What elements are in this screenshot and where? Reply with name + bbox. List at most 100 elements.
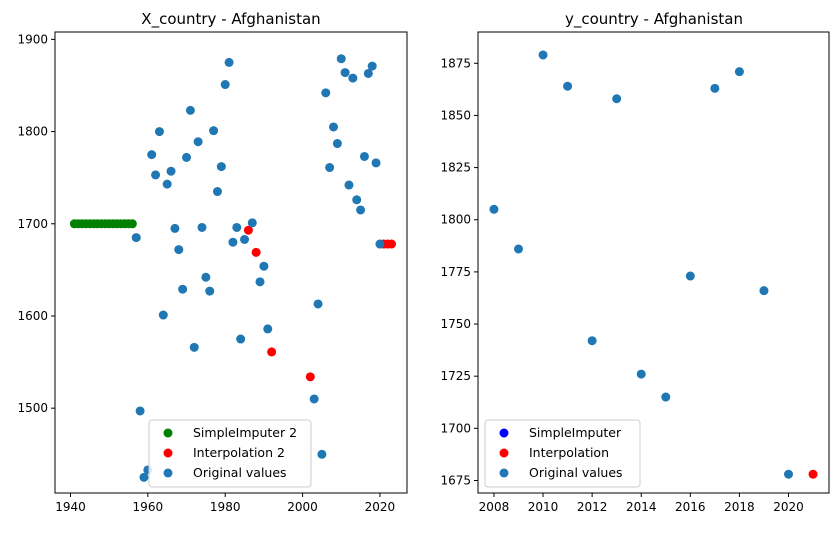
point-original-values: [232, 222, 242, 232]
x-axis: 1940 1960 1980 2000 2020: [55, 493, 395, 514]
y-tick-label: 1900: [17, 32, 48, 46]
y-tick-label: 1725: [440, 369, 471, 383]
legend-box: [484, 419, 641, 488]
point-original-values: [209, 126, 219, 136]
point-original-values: [636, 369, 646, 379]
point-original-values: [182, 152, 192, 162]
legend-label-original-values: Original values: [529, 465, 623, 480]
point-original-values: [321, 88, 331, 98]
point-original-values: [240, 234, 250, 244]
y-axis: 1500 1600 1700 1800 1900: [17, 32, 55, 415]
point-interpolation-2: [243, 225, 253, 235]
point-original-values: [538, 50, 548, 60]
y-tick-label: 1800: [17, 125, 48, 139]
point-original-values: [759, 286, 769, 296]
chart-title: y_country - Afghanistan: [565, 10, 743, 29]
point-original-values: [166, 166, 176, 176]
point-original-values: [154, 127, 164, 137]
legend-label-original-values: Original values: [193, 465, 287, 480]
point-original-values: [325, 163, 335, 173]
point-interpolation-2: [251, 247, 261, 257]
point-original-values: [216, 162, 226, 172]
y-tick-label: 1825: [440, 161, 471, 175]
x-tick-label: 2020: [365, 500, 396, 514]
point-original-values: [193, 137, 203, 147]
x-tick-label: 2008: [479, 500, 510, 514]
point-interpolation-2: [267, 347, 277, 357]
legend-box: [148, 419, 312, 488]
point-original-values: [344, 180, 354, 190]
point-simpleimputer-2: [127, 219, 137, 229]
point-original-values: [158, 310, 168, 320]
y-tick-label: 1850: [440, 108, 471, 122]
point-original-values: [734, 67, 744, 77]
point-original-values: [205, 286, 215, 296]
subplot-y-country: y_country - Afghanistan 2008 2010 2012 2014…: [440, 10, 830, 514]
point-interpolation: [808, 469, 818, 479]
y-tick-label: 1700: [17, 217, 48, 231]
legend-marker-simpleimputer-2: [163, 428, 173, 438]
x-tick-label: 2000: [287, 500, 318, 514]
x-tick-label: 1980: [210, 500, 241, 514]
legend-marker-original-values: [163, 468, 173, 478]
legend-label-interpolation-2: Interpolation 2: [193, 445, 285, 460]
x-tick-label: 2012: [577, 500, 608, 514]
point-original-values: [131, 233, 141, 243]
point-original-values: [201, 272, 211, 282]
point-original-values: [784, 469, 793, 479]
y-tick-label: 1600: [17, 309, 48, 323]
point-original-values: [329, 122, 339, 132]
point-original-values: [228, 237, 238, 247]
point-original-values: [224, 57, 234, 67]
point-original-values: [359, 151, 369, 161]
point-original-values: [197, 222, 207, 232]
x-tick-label: 1940: [55, 500, 86, 514]
point-original-values: [489, 204, 499, 214]
point-original-values: [178, 284, 188, 294]
point-original-values: [151, 170, 161, 180]
y-tick-label: 1750: [440, 317, 471, 331]
point-original-values: [612, 94, 622, 104]
x-tick-label: 2020: [773, 500, 804, 514]
point-original-values: [162, 179, 172, 189]
legend-label-simpleimputer: SimpleImputer: [529, 425, 622, 440]
x-tick-label: 2018: [724, 500, 755, 514]
y-tick-label: 1875: [440, 56, 471, 70]
x-tick-label: 2010: [528, 500, 559, 514]
point-original-values: [661, 392, 671, 402]
point-original-values: [367, 61, 377, 71]
legend-marker-original-values: [499, 468, 509, 478]
point-original-values: [352, 195, 362, 205]
point-original-values: [263, 324, 273, 334]
point-original-values: [255, 277, 265, 287]
point-original-values: [685, 271, 695, 281]
point-original-values: [363, 68, 373, 78]
point-original-values: [348, 73, 358, 83]
point-original-values: [147, 150, 157, 160]
point-original-values: [340, 68, 350, 78]
point-original-values: [313, 299, 323, 309]
x-tick-label: 2014: [626, 500, 657, 514]
y-tick-label: 1500: [17, 401, 48, 415]
axes-frame: [477, 31, 830, 494]
point-original-values: [587, 336, 597, 346]
point-original-values: [356, 205, 366, 215]
point-original-values: [317, 449, 327, 459]
subplot-x-country: X_country - Afghanistan 1940 1960 1980 2000…: [17, 10, 408, 514]
legend-label-interpolation: Interpolation: [529, 445, 609, 460]
point-interpolation-2: [305, 372, 315, 382]
x-tick-label: 2016: [675, 500, 706, 514]
point-original-values: [710, 83, 720, 93]
legend-marker-simpleimputer: [499, 428, 509, 438]
point-original-values: [247, 218, 257, 228]
point-original-values: [371, 158, 381, 168]
point-original-values: [189, 342, 199, 352]
point-original-values: [170, 223, 180, 233]
point-original-values: [236, 334, 246, 344]
point-original-values: [336, 54, 346, 64]
legend-marker-interpolation-2: [163, 448, 173, 458]
y-tick-label: 1675: [440, 473, 471, 487]
axes-frame: [54, 31, 408, 494]
